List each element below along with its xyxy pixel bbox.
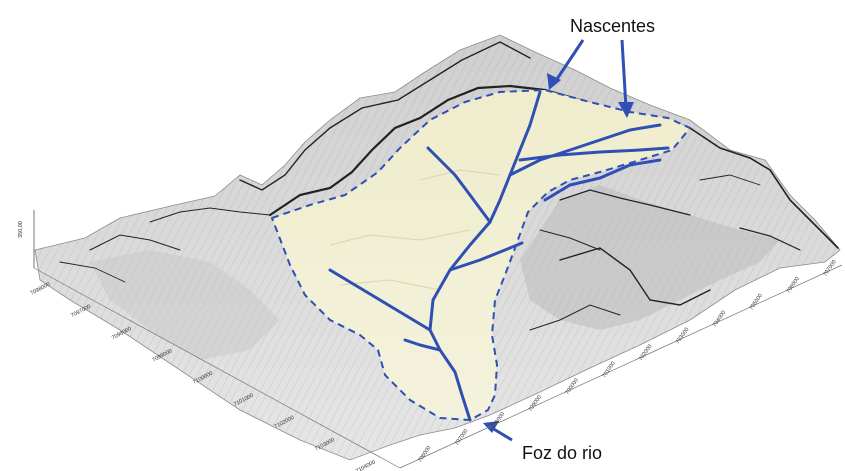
right-axis <box>399 264 843 469</box>
left-tick-label: 7098000 <box>30 282 52 297</box>
sources-arrow-left <box>553 39 585 83</box>
sources-label: Nascentes <box>570 16 655 36</box>
river-network <box>328 90 670 422</box>
main-river <box>428 90 542 422</box>
tributary-west <box>328 268 432 332</box>
mouth-label: Foz do rio <box>522 443 602 463</box>
z-tick-label: 350,00 <box>18 221 24 238</box>
right-tick-label: 701000 <box>601 361 616 379</box>
right-tick-label: 706000 <box>786 276 801 294</box>
callout-arrows <box>483 39 634 442</box>
ridge-lines <box>59 41 839 331</box>
mouth-arrow <box>491 426 513 442</box>
left-axis <box>33 267 401 469</box>
tributary-middle <box>448 241 524 272</box>
left-tick-label: 7104000 <box>355 459 377 471</box>
right-tick-label: 700000 <box>565 378 580 396</box>
sources-arrow-right <box>620 39 628 109</box>
watershed-basin <box>271 89 691 421</box>
tributary-northeast <box>508 123 662 177</box>
tributary-north <box>426 146 492 224</box>
tributary-east <box>543 158 662 202</box>
tributary-lower <box>403 338 442 352</box>
tributary-east-upper <box>518 146 670 162</box>
